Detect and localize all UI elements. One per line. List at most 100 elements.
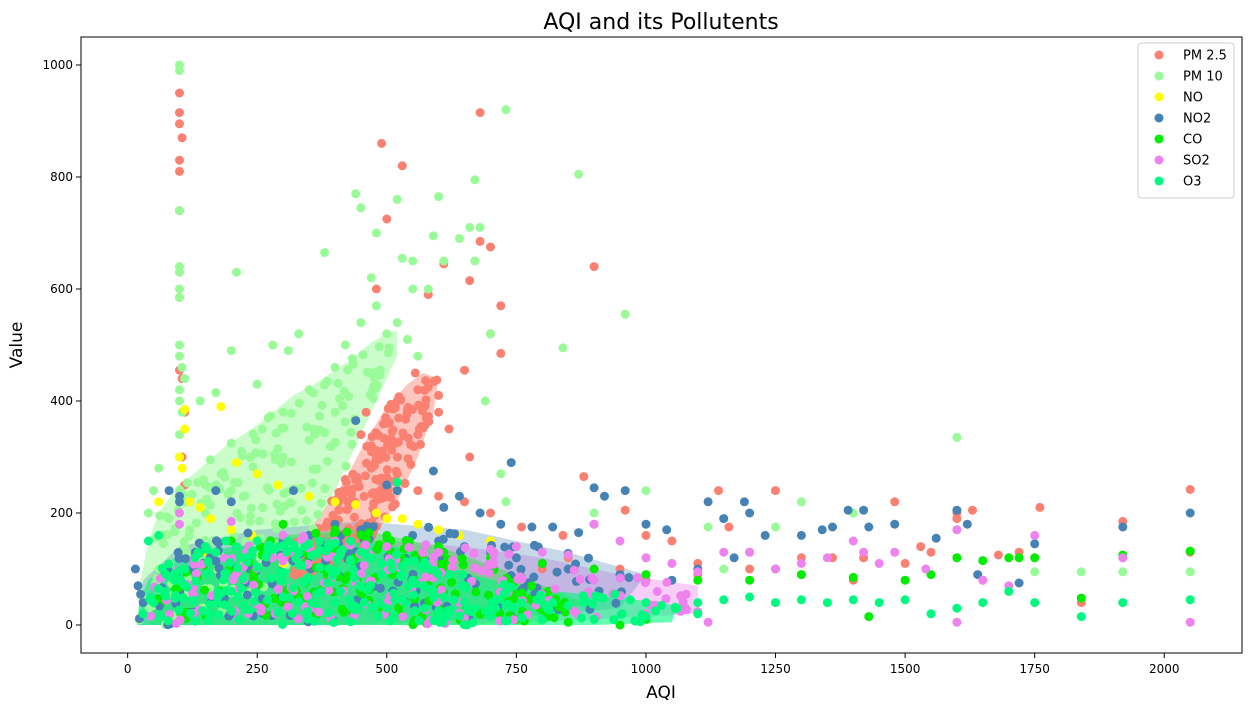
data-point — [304, 573, 314, 583]
data-point — [200, 585, 209, 595]
data-point — [978, 598, 988, 608]
data-point — [661, 594, 671, 604]
data-point — [258, 503, 268, 513]
data-point — [278, 620, 287, 629]
data-point — [312, 464, 322, 474]
data-point — [515, 572, 525, 582]
data-point — [336, 587, 345, 596]
data-point — [283, 346, 293, 356]
data-point — [470, 175, 480, 185]
data-point — [796, 497, 806, 507]
data-point — [475, 108, 485, 118]
data-point — [475, 222, 485, 232]
data-point — [364, 368, 374, 377]
data-point — [216, 402, 226, 412]
data-point — [237, 446, 247, 456]
data-point — [296, 483, 306, 493]
y-tick-label: 200 — [50, 506, 73, 520]
data-point — [229, 477, 239, 487]
data-point — [401, 414, 411, 424]
data-point — [392, 396, 402, 406]
y-axis-ticks: 0 200 400 600 800 1000 — [42, 58, 81, 632]
data-point — [248, 429, 258, 439]
data-point — [303, 606, 313, 616]
data-point — [185, 525, 195, 535]
data-point — [600, 491, 609, 501]
data-point — [149, 598, 159, 608]
data-point — [952, 525, 962, 535]
data-point — [214, 610, 224, 620]
data-point — [900, 575, 910, 585]
data-point — [470, 563, 480, 573]
data-point — [213, 592, 223, 602]
data-point — [303, 614, 313, 624]
data-point — [610, 589, 620, 599]
data-point — [537, 558, 547, 568]
data-point — [460, 543, 470, 553]
data-point — [398, 612, 408, 622]
data-point — [641, 553, 651, 563]
data-point — [469, 548, 479, 558]
data-point — [489, 556, 498, 566]
data-point — [465, 452, 475, 462]
data-point — [297, 535, 307, 545]
data-point — [477, 566, 487, 576]
data-point — [338, 401, 348, 411]
data-point — [130, 564, 140, 574]
data-point — [1014, 578, 1024, 588]
data-point — [232, 458, 241, 468]
data-point — [356, 430, 366, 440]
x-tick-label: 250 — [246, 662, 269, 676]
data-point — [843, 505, 853, 515]
data-point — [279, 423, 289, 433]
data-point — [302, 422, 312, 432]
data-point — [373, 611, 383, 621]
data-point — [294, 560, 304, 570]
data-point — [460, 365, 469, 375]
data-point — [719, 595, 729, 605]
data-point — [397, 514, 407, 524]
data-point — [289, 517, 299, 527]
data-point — [252, 379, 262, 389]
data-point — [434, 609, 444, 619]
data-point — [195, 502, 205, 512]
data-point — [796, 530, 806, 540]
data-point — [822, 598, 832, 608]
data-point — [454, 234, 464, 244]
data-point — [372, 381, 382, 391]
data-point — [480, 396, 490, 406]
legend-label: PM 2.5 — [1183, 49, 1227, 64]
data-point — [500, 542, 510, 552]
data-point — [278, 556, 288, 566]
data-point — [620, 309, 630, 319]
data-point — [393, 452, 402, 462]
data-point — [317, 400, 327, 410]
data-point — [436, 616, 446, 626]
data-point — [931, 533, 941, 543]
data-point — [337, 604, 347, 614]
data-point — [175, 108, 184, 118]
data-point — [335, 394, 345, 404]
data-point — [486, 242, 495, 252]
data-point — [437, 585, 446, 595]
data-point — [320, 522, 330, 532]
data-point — [359, 561, 369, 570]
data-point — [589, 508, 599, 518]
data-point — [163, 616, 173, 626]
data-point — [455, 611, 465, 621]
data-point — [382, 603, 392, 613]
data-point — [397, 161, 407, 171]
data-point — [175, 166, 184, 176]
plot-frame — [80, 36, 1243, 654]
data-point — [245, 516, 255, 526]
data-point — [1185, 617, 1195, 627]
data-point — [187, 489, 197, 499]
data-point — [158, 539, 168, 549]
legend: PM 2.5 PM 10 NO NO2 CO SO2 O3 — [1137, 42, 1235, 199]
data-point — [739, 497, 749, 507]
data-point — [449, 595, 459, 605]
data-point — [164, 514, 174, 524]
data-point — [874, 598, 884, 608]
data-point — [409, 442, 419, 452]
legend-label: PM 10 — [1183, 70, 1223, 85]
